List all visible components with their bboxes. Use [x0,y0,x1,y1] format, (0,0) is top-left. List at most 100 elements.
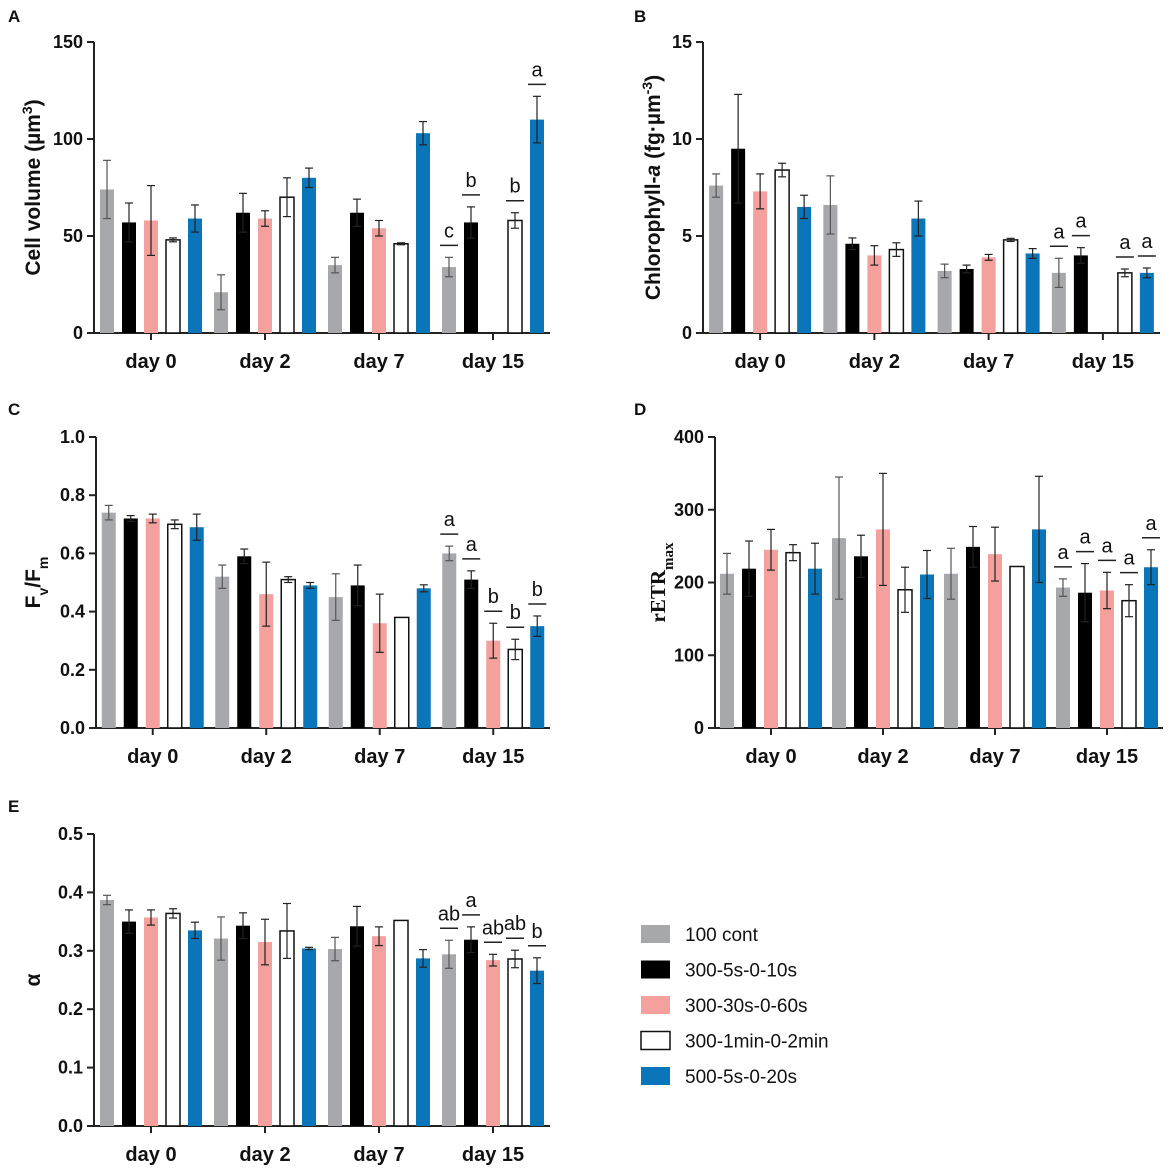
significance-label: a [466,534,478,556]
bar [1009,565,1025,729]
category-label: day 7 [963,351,1014,373]
bar [372,623,387,728]
y-tick-label: 100 [674,645,704,665]
bar [188,218,202,333]
bar [981,257,996,333]
category-label: day 2 [857,746,908,768]
bar [709,185,724,333]
bar [100,189,114,333]
bar [530,970,544,1126]
category-label: day 7 [354,746,405,768]
y-tick-label: 50 [63,226,83,246]
panel-letter: E [8,797,19,816]
bar [100,899,114,1126]
bar [259,594,274,728]
category-label: day 0 [127,746,178,768]
y-axis-title: rETRmax [646,542,677,622]
bar [797,206,812,333]
bar [189,527,204,728]
bar [1025,253,1040,333]
bar [507,219,523,334]
panel-a: A 0 50 100 150 day 0 day 2 day 7 day 15 c b b a Cell … [8,7,550,373]
category-label: day 7 [969,746,1020,768]
legend-swatch [641,925,670,943]
legend-label: 300-30s-0-60s [685,996,808,1017]
bar [944,573,958,728]
significance-label: b [510,602,521,624]
y-tick-label: 0.3 [58,941,83,961]
bar [464,939,478,1126]
bar [279,930,295,1127]
y-axis-title: Cell volume (µm3) [19,99,45,275]
bar [507,958,523,1127]
bar [350,212,364,333]
bar [442,553,457,728]
bar [442,954,456,1126]
bar [393,243,409,334]
panel-letter: A [8,7,20,26]
bar [279,196,295,334]
panel-letter: D [634,400,646,419]
significance-label: ab [482,917,504,939]
category-label: day 0 [125,351,176,373]
y-tick-label: 1.0 [60,427,85,447]
bar [507,648,523,729]
legend-swatch [640,1030,671,1051]
legend-label: 100 cont [685,925,759,946]
significance-label: a [1101,535,1113,557]
category-label: day 7 [353,1144,404,1166]
bar [214,938,228,1126]
y-tick-label: 0.0 [60,718,85,738]
bar [236,212,250,333]
bar [832,538,846,728]
panel-letter: C [8,400,20,419]
legend-label: 300-1min-0-2min [685,1032,829,1053]
bar [774,169,790,334]
bar [753,191,768,333]
category-label: day 2 [239,351,290,373]
category-label: day 15 [1076,746,1138,768]
significance-label: c [444,220,454,242]
y-tick-label: 0 [694,718,704,738]
bar [328,597,343,728]
significance-label: a [1057,542,1069,564]
y-tick-label: 15 [672,32,692,52]
category-label: day 15 [1072,351,1134,373]
bar [1121,599,1137,729]
category-label: day 0 [745,746,796,768]
category-label: day 15 [462,1144,524,1166]
y-tick-label: 5 [682,226,692,246]
bar [937,270,952,333]
y-tick-label: 0 [682,323,692,343]
y-tick-label: 0.0 [58,1116,83,1136]
significance-label: b [488,586,499,608]
bar [464,579,479,728]
bar [1078,592,1092,728]
bar [302,948,316,1126]
significance-label: b [465,170,476,192]
category-label: day 2 [849,351,900,373]
bar [867,255,882,333]
bar [854,556,868,728]
bar [328,265,342,333]
significance-label: a [1079,527,1091,549]
bar [122,222,136,333]
bar [303,585,318,728]
category-label: day 15 [462,746,524,768]
category-label: day 0 [735,351,786,373]
bar [486,960,500,1126]
bar [280,578,296,729]
bar [888,248,905,334]
legend: 100 cont 300-5s-0-10s 300-30s-0-60s 300-1mi… [640,925,829,1088]
bar [258,942,272,1126]
bar [167,523,183,729]
significance-label: a [1075,211,1087,233]
category-label: day 2 [241,746,292,768]
significance-label: a [1145,513,1157,535]
y-tick-label: 0.8 [60,485,85,505]
bar [145,518,160,728]
y-tick-label: 0.2 [60,660,85,680]
y-tick-label: 200 [674,573,704,593]
bar [742,568,756,728]
significance-label: b [532,579,543,601]
